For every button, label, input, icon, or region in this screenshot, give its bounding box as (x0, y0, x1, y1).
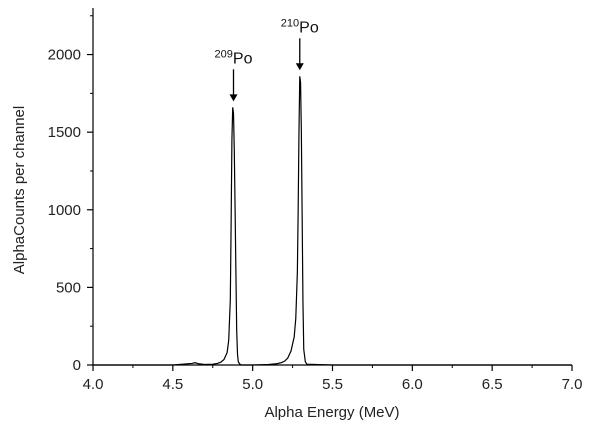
y-axis-title: AlphaCounts per channel (11, 106, 28, 274)
axes: 4.0 4.5 5.0 5.5 6.0 6.5 7.0 0 500 1000 1500 2000 (48, 8, 583, 393)
peak-mass-number: 209 (215, 48, 233, 60)
peak-label: 209Po (215, 48, 253, 67)
y-ticks: 0 500 1000 1500 2000 (48, 15, 93, 374)
x-tick-label: 5.5 (322, 376, 343, 393)
x-tick-label: 6.5 (482, 376, 503, 393)
spectrum-line (93, 76, 572, 366)
x-tick-label: 5.0 (242, 376, 263, 393)
peak-mass-number: 210 (281, 17, 299, 29)
x-ticks: 4.0 4.5 5.0 5.5 6.0 6.5 7.0 (83, 365, 583, 393)
y-tick-label: 1000 (48, 202, 81, 219)
peak-arrow-head (229, 94, 238, 102)
peak-element: Po (233, 50, 253, 67)
x-tick-label: 4.0 (83, 376, 104, 393)
peak-element: Po (299, 19, 319, 36)
y-tick-label: 0 (73, 357, 81, 374)
y-tick-label: 1500 (48, 124, 81, 141)
x-tick-label: 7.0 (562, 376, 583, 393)
x-tick-label: 6.0 (402, 376, 423, 393)
y-tick-label: 500 (56, 279, 81, 296)
peak-label: 210Po (281, 17, 319, 36)
y-tick-label: 2000 (48, 47, 81, 64)
x-tick-label: 4.5 (162, 376, 183, 393)
peak-arrow-head (295, 63, 304, 71)
x-axis-title: Alpha Energy (MeV) (264, 404, 399, 421)
